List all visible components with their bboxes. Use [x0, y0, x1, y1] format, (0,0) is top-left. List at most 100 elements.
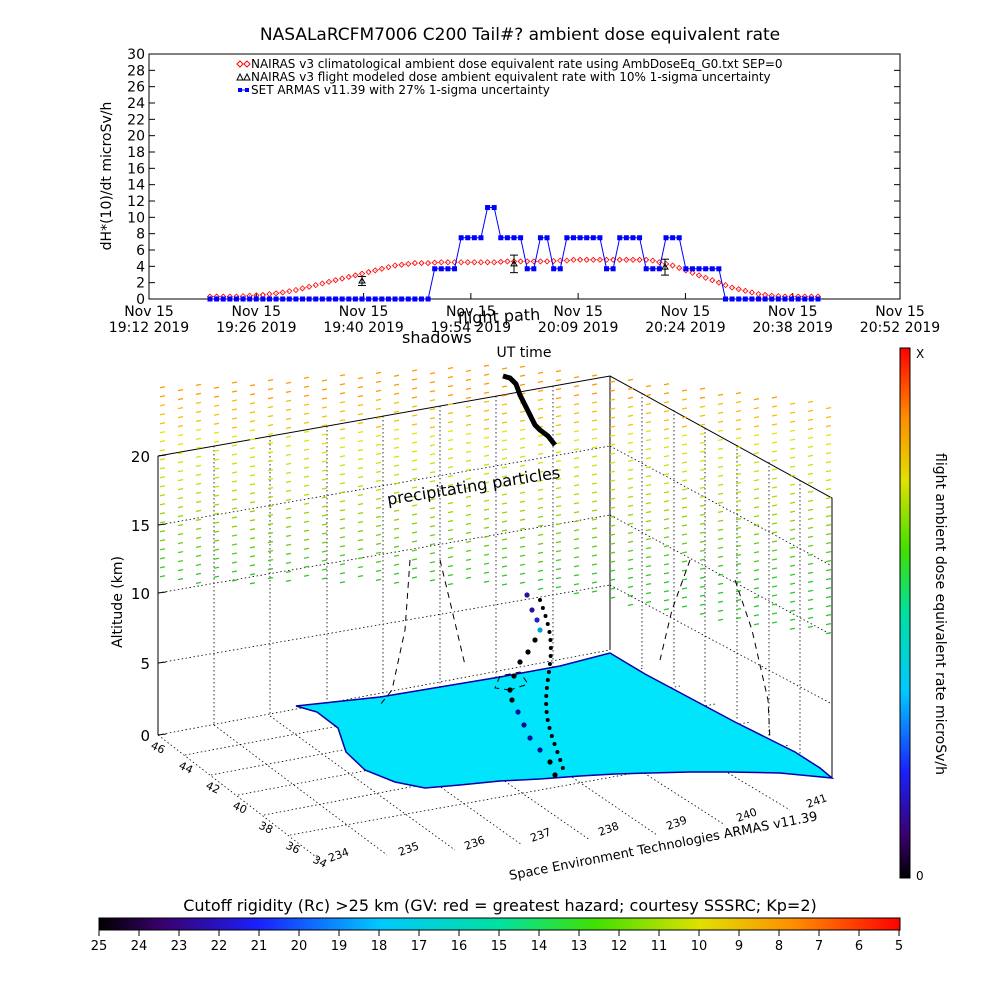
particle-dash — [483, 427, 490, 430]
particle-dash — [717, 429, 724, 433]
particle-dash — [411, 387, 418, 390]
particle-dash — [735, 436, 742, 440]
lon-tick-label: 234 — [327, 845, 351, 864]
particle-dash — [699, 558, 706, 561]
red-point — [735, 286, 742, 293]
particle-dash — [519, 500, 526, 503]
particle-dash — [465, 495, 472, 499]
particle-dash — [177, 415, 184, 419]
particle-dash — [375, 488, 382, 492]
particle-dash — [771, 495, 778, 498]
particle-dash — [501, 448, 508, 451]
red-point — [695, 272, 703, 279]
particle-dash — [807, 508, 814, 512]
lat-tick-label: 42 — [204, 779, 222, 797]
particle-dash — [807, 436, 814, 440]
particle-dash — [825, 532, 832, 536]
blue-point — [319, 296, 325, 302]
particle-dash — [429, 516, 436, 519]
particle-dash — [231, 552, 238, 555]
particle-dash — [645, 501, 652, 505]
particle-dash — [393, 500, 400, 503]
particle-dash — [429, 552, 436, 555]
particle-dash — [573, 493, 580, 496]
red-point — [306, 283, 313, 290]
y-tick-label: 0 — [136, 292, 145, 308]
particle-dash — [663, 581, 670, 584]
particle-dash — [213, 476, 220, 479]
blue-point — [293, 296, 299, 302]
terrain-land — [295, 652, 835, 789]
particle-dash — [249, 429, 256, 432]
particle-dash — [303, 538, 310, 541]
particle-dash — [339, 428, 346, 431]
particle-dash — [393, 473, 400, 476]
particle-dash — [663, 419, 670, 422]
particle-dash — [717, 618, 724, 622]
particle-dash — [807, 535, 814, 539]
particle-dash — [591, 590, 598, 593]
particle-dash — [501, 457, 508, 460]
red-point — [477, 259, 485, 266]
particle-dash — [159, 422, 166, 425]
particle-dash — [735, 607, 742, 611]
particle-dash — [249, 393, 256, 396]
particle-dash — [195, 455, 202, 459]
blue-point — [689, 266, 695, 272]
particle-dash — [321, 460, 328, 463]
particle-dash — [681, 515, 688, 518]
particle-dash — [519, 365, 526, 368]
blue-point — [280, 296, 286, 302]
particle-dash — [555, 396, 562, 400]
particle-dash — [699, 540, 706, 543]
flight-path-point — [552, 742, 557, 746]
red-point — [405, 260, 412, 267]
blue-point — [610, 266, 616, 272]
particle-dash — [393, 545, 400, 548]
particle-dash — [339, 563, 346, 566]
rigidity-colorbar — [98, 917, 901, 931]
red-point — [431, 259, 438, 266]
particle-dash — [681, 461, 688, 464]
particle-dash — [375, 578, 382, 582]
red-point — [636, 256, 643, 263]
y-tick-label: 14 — [127, 178, 145, 194]
particle-dash — [645, 411, 652, 415]
particle-dash — [717, 528, 724, 532]
particle-dash — [483, 445, 490, 448]
particle-dash — [717, 546, 724, 550]
particle-dash — [411, 432, 418, 435]
particle-dash — [501, 529, 508, 532]
x-tick-label: 19:40 2019 — [323, 320, 403, 336]
particle-dash — [645, 438, 652, 442]
particle-dash — [447, 564, 454, 568]
particle-dash — [717, 591, 724, 595]
particle-dash — [735, 499, 742, 503]
blue-point — [412, 296, 418, 302]
particle-dash — [213, 548, 220, 551]
particle-dash — [789, 528, 796, 531]
particle-dash — [789, 573, 796, 576]
particle-dash — [645, 555, 652, 559]
blue-point — [352, 296, 358, 302]
particle-dash — [159, 548, 166, 551]
particle-dash — [627, 450, 634, 454]
particle-dash — [195, 509, 202, 513]
legend-marker — [236, 60, 244, 68]
blue-point — [623, 235, 629, 241]
particle-dash — [753, 614, 760, 617]
particle-dash — [159, 485, 166, 488]
particle-dash — [321, 388, 328, 391]
particle-dash — [807, 607, 814, 611]
particle-dash — [465, 414, 472, 418]
particle-dash — [501, 430, 508, 433]
particle-dash — [771, 423, 778, 426]
particle-dash — [771, 576, 778, 579]
particle-dash — [321, 433, 328, 436]
particle-dash — [195, 446, 202, 450]
particle-dash — [627, 477, 634, 481]
particle-dash — [231, 435, 238, 438]
particle-dash — [465, 396, 472, 400]
particle-dash — [429, 489, 436, 492]
